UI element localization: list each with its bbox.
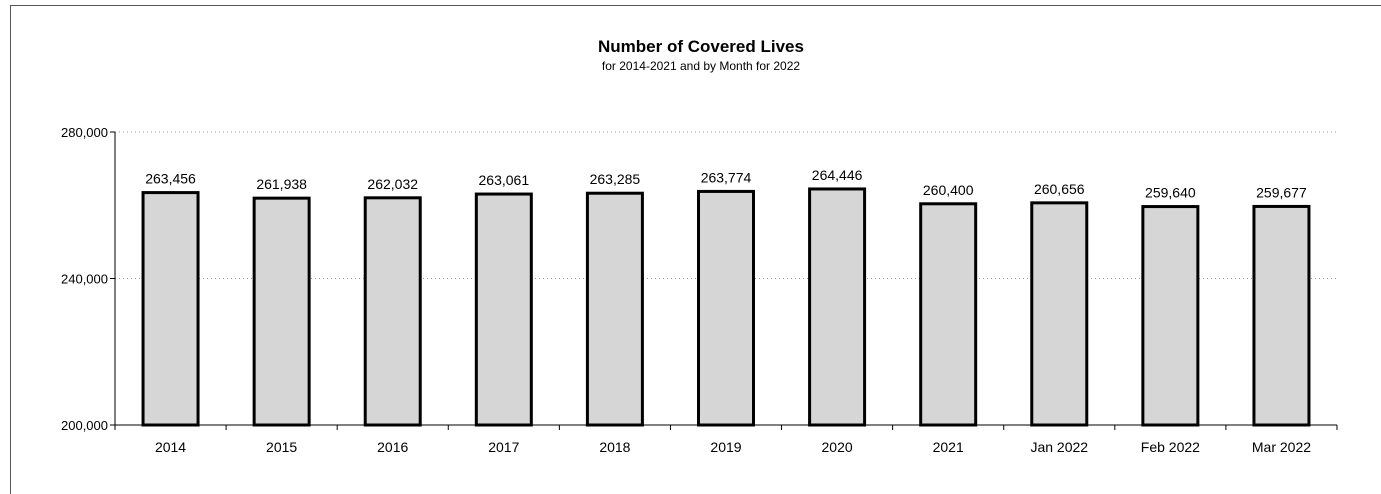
x-category-label: 2019 xyxy=(710,439,741,455)
bar xyxy=(1141,205,1200,427)
bar xyxy=(919,202,978,427)
bar xyxy=(1252,204,1311,427)
y-tick-label: 200,000 xyxy=(61,418,108,433)
bar xyxy=(252,196,311,427)
chart-title: Number of Covered Lives xyxy=(598,37,804,56)
bar xyxy=(585,191,644,427)
bar-value-label: 259,677 xyxy=(1256,184,1307,200)
bar xyxy=(363,196,422,427)
bar-value-label: 260,656 xyxy=(1034,181,1085,197)
bar-value-label: 263,061 xyxy=(479,172,530,188)
x-category-label: 2017 xyxy=(488,439,519,455)
x-category-label: Jan 2022 xyxy=(1030,439,1088,455)
bar-value-label: 264,446 xyxy=(812,167,863,183)
y-tick-labels: 200,000 240,000 280,000 xyxy=(61,125,108,433)
bar xyxy=(808,187,867,427)
x-category-label: 2020 xyxy=(822,439,853,455)
x-category-label: Feb 2022 xyxy=(1141,439,1200,455)
bar xyxy=(1030,201,1089,427)
bar-value-label: 259,640 xyxy=(1145,185,1196,201)
x-category-label: 2018 xyxy=(599,439,630,455)
bar-value-label: 263,456 xyxy=(145,171,196,187)
value-labels: 263,456 261,938 262,032 263,061 263,285 263,7… xyxy=(145,167,1307,201)
category-labels: 2014 2015 2016 2017 2018 2019 2020 2021 Jan 2022… xyxy=(155,439,1311,455)
x-category-label: Mar 2022 xyxy=(1252,439,1311,455)
chart-subtitle: for 2014-2021 and by Month for 2022 xyxy=(602,59,800,73)
bar xyxy=(697,189,755,427)
bar xyxy=(141,191,200,427)
bar-value-label: 263,774 xyxy=(701,169,752,185)
bar-value-label: 263,285 xyxy=(590,171,641,187)
chart-frame xyxy=(10,5,1381,494)
x-category-label: 2014 xyxy=(155,439,186,455)
bar-value-label: 260,400 xyxy=(923,182,974,198)
bars xyxy=(141,187,1311,427)
x-category-label: 2015 xyxy=(266,439,297,455)
bar-value-label: 262,032 xyxy=(367,176,418,192)
x-category-label: 2021 xyxy=(933,439,964,455)
y-tick-label: 240,000 xyxy=(61,272,108,287)
bar xyxy=(474,192,533,427)
y-tick-label: 280,000 xyxy=(61,125,108,140)
x-category-label: 2016 xyxy=(377,439,408,455)
bar-value-label: 261,938 xyxy=(256,176,307,192)
